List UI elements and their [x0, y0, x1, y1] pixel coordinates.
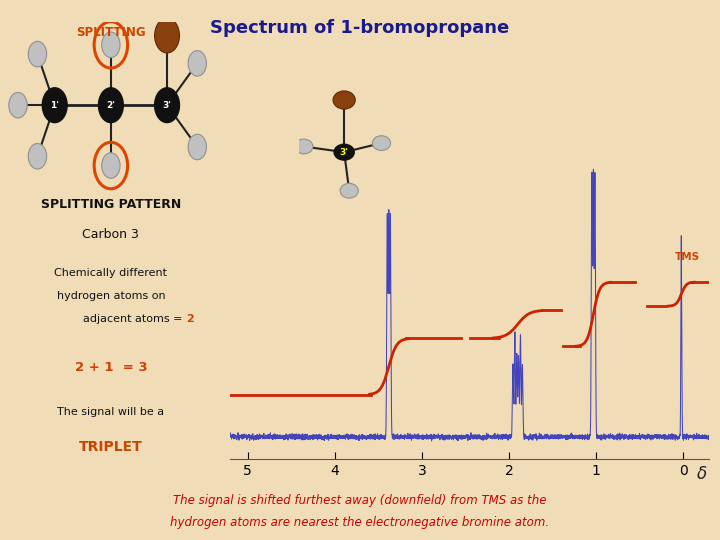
Text: TMS: TMS — [675, 252, 700, 262]
Ellipse shape — [42, 88, 67, 123]
Text: 2 + 1  = 3: 2 + 1 = 3 — [75, 361, 147, 374]
Text: SPLITTING PATTERN: SPLITTING PATTERN — [41, 198, 181, 211]
Text: 3': 3' — [163, 100, 171, 110]
Text: 2: 2 — [186, 314, 194, 324]
Text: adjacent atoms =: adjacent atoms = — [83, 314, 186, 324]
Ellipse shape — [9, 92, 27, 118]
Text: 3': 3' — [340, 147, 348, 157]
Ellipse shape — [155, 18, 179, 53]
Text: 1': 1' — [50, 100, 59, 110]
Text: hydrogen atoms are nearest the electronegative bromine atom.: hydrogen atoms are nearest the electrone… — [171, 516, 549, 529]
Ellipse shape — [188, 51, 207, 76]
Ellipse shape — [99, 88, 123, 123]
Ellipse shape — [340, 184, 359, 198]
Ellipse shape — [28, 144, 47, 169]
Ellipse shape — [155, 88, 179, 123]
Ellipse shape — [372, 136, 390, 151]
Ellipse shape — [102, 153, 120, 178]
Text: The signal is shifted furthest away (downfield) from TMS as the: The signal is shifted furthest away (dow… — [174, 494, 546, 507]
Ellipse shape — [334, 144, 354, 160]
Ellipse shape — [333, 91, 355, 109]
Text: δ: δ — [697, 465, 707, 483]
Text: SPLITTING: SPLITTING — [76, 26, 145, 39]
Ellipse shape — [102, 32, 120, 58]
Text: The signal will be a: The signal will be a — [58, 407, 164, 417]
Text: Chemically different: Chemically different — [55, 268, 167, 278]
Text: TRIPLET: TRIPLET — [79, 440, 143, 454]
Ellipse shape — [188, 134, 207, 160]
Text: hydrogen atoms on: hydrogen atoms on — [57, 291, 165, 301]
Ellipse shape — [294, 139, 313, 154]
Ellipse shape — [28, 42, 47, 67]
Text: Spectrum of 1-bromopropane: Spectrum of 1-bromopropane — [210, 19, 510, 37]
Text: Carbon 3: Carbon 3 — [83, 228, 139, 241]
Text: 2': 2' — [107, 100, 115, 110]
